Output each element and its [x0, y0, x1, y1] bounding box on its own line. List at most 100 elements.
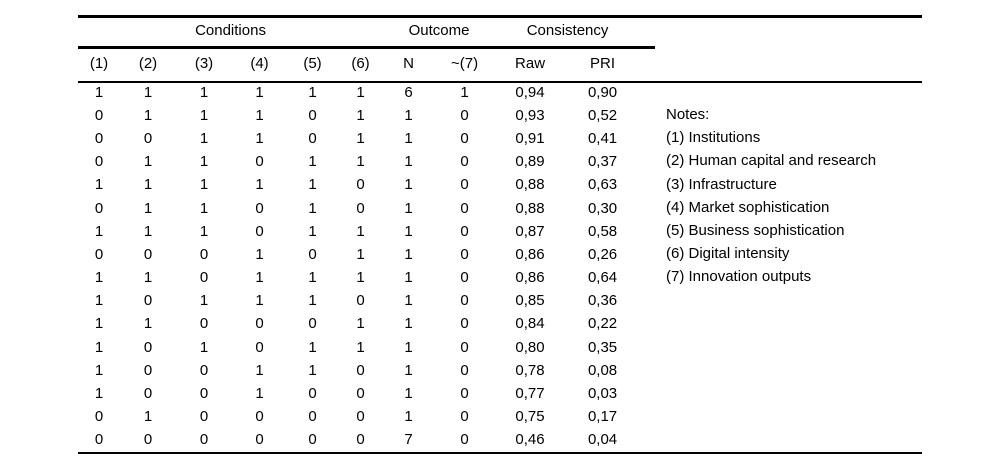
table-cell: 1	[404, 292, 413, 310]
table-cell: 1	[94, 385, 104, 403]
table-cell: 1	[255, 106, 264, 124]
table-cell: 0	[460, 338, 469, 356]
table-bottom-rule	[78, 452, 922, 454]
table-cell: 1	[143, 176, 153, 194]
table-cell: 0	[255, 408, 264, 426]
table-cell: 0	[460, 129, 469, 147]
table-row: 1 1 1 1 1 0 1 0 0,88 0,63	[78, 173, 640, 196]
table-cell: 0,26	[587, 245, 618, 263]
table-cell: 1	[94, 269, 104, 287]
table-cell: 0	[356, 292, 365, 310]
table-cell: 0,17	[587, 408, 618, 426]
table-cell: 1	[199, 199, 209, 217]
table-cell: 0	[460, 315, 469, 333]
column-header-2: (2)	[138, 54, 158, 72]
table-cell: 0	[143, 129, 153, 147]
table-cell: 1	[404, 222, 413, 240]
table-cell: 0,89	[515, 153, 545, 171]
table-cell: 1	[143, 222, 153, 240]
table-cell: 0	[255, 199, 264, 217]
table-cell: 0,86	[515, 269, 545, 287]
note-item: (3) Infrastructure	[666, 175, 777, 193]
table-cell: 0	[308, 385, 317, 403]
column-header-row: (1) (2) (3) (4) (5) (6) N ~(7) Raw PRI	[78, 46, 640, 81]
table-cell: 1	[308, 83, 317, 101]
truth-table: Conditions Outcome Consistency (1) (2) (3)…	[78, 15, 640, 452]
table-cell: 1	[255, 245, 264, 263]
table-cell: 0	[143, 431, 153, 449]
table-cell: 0	[460, 292, 469, 310]
table-cell: 1	[199, 338, 209, 356]
table-cell: 0	[356, 176, 365, 194]
table-cell: 0,88	[515, 199, 545, 217]
table-cell: 1	[199, 222, 209, 240]
table-cell: 0	[356, 431, 365, 449]
table-cell: 0,58	[587, 222, 618, 240]
table-row: 1 0 1 1 1 0 1 0 0,85 0,36	[78, 289, 640, 312]
table-cell: 1	[404, 361, 413, 379]
table-cell: 1	[255, 385, 264, 403]
table-row: 1 1 1 0 1 1 1 0 0,87 0,58	[78, 220, 640, 243]
group-header-row: Conditions Outcome Consistency	[78, 15, 640, 46]
table-cell: 1	[94, 222, 104, 240]
note-item: (7) Innovation outputs	[666, 268, 812, 286]
table-cell: 0	[460, 106, 469, 124]
table-cell: 0	[199, 361, 209, 379]
table-cell: 0	[460, 245, 469, 263]
table-cell: 0,78	[515, 361, 545, 379]
table-cell: 1	[199, 129, 209, 147]
note-item: (6) Digital intensity	[666, 245, 790, 263]
column-header-3: (3)	[194, 54, 214, 72]
table-cell: 1	[356, 269, 365, 287]
table-cell: 0,04	[587, 431, 618, 449]
table-cell: 1	[356, 245, 365, 263]
table-cell: 0	[255, 153, 264, 171]
table-cell: 1	[143, 408, 153, 426]
table-cell: 0	[356, 199, 365, 217]
table-row: 0 1 1 0 1 1 1 0 0,89 0,37	[78, 150, 640, 173]
table-cell: 1	[199, 83, 209, 101]
table-cell: 1	[404, 408, 413, 426]
column-header-7: N	[403, 54, 414, 72]
note-item: (4) Market sophistication	[666, 198, 830, 216]
table-row: 1 1 0 0 0 1 1 0 0,84 0,22	[78, 312, 640, 335]
table-cell: 0,22	[587, 315, 618, 333]
table-cell: 1	[143, 106, 153, 124]
table-row: 1 0 1 0 1 1 1 0 0,80 0,35	[78, 336, 640, 359]
table-cell: 1	[143, 315, 153, 333]
table-cell: 1	[199, 106, 209, 124]
column-header-9: Raw	[515, 54, 546, 72]
table-cell: 0	[356, 408, 365, 426]
table-cell: 1	[143, 199, 153, 217]
table-row: 0 0 0 0 0 0 7 0 0,46 0,04	[78, 428, 640, 451]
table-cell: 1	[460, 83, 469, 101]
table-cell: 0,37	[587, 153, 618, 171]
table-cell: 1	[404, 106, 413, 124]
table-cell: 0	[94, 431, 104, 449]
column-header-5: (5)	[303, 54, 322, 72]
table-cell: 0	[308, 129, 317, 147]
note-item: (5) Business sophistication	[666, 222, 845, 240]
table-cell: 1	[308, 338, 317, 356]
table-cell: 0	[143, 361, 153, 379]
table-cell: 1	[255, 361, 264, 379]
note-item: (1) Institutions	[666, 129, 761, 147]
table-cell: 1	[143, 269, 153, 287]
table-cell: 0	[94, 245, 104, 263]
table-cell: 0	[94, 408, 104, 426]
table-cell: 1	[356, 315, 365, 333]
table-cell: 0,80	[515, 338, 545, 356]
table-cell: 0,90	[587, 83, 618, 101]
table-cell: 0	[199, 315, 209, 333]
table-cell: 1	[356, 222, 365, 240]
notes-list: (1) Institutions (2) Human capital and re…	[666, 126, 876, 288]
table-cell: 1	[255, 83, 264, 101]
table-cell: 0	[460, 176, 469, 194]
table-cell: 1	[308, 222, 317, 240]
table-cell: 0	[308, 245, 317, 263]
table-cell: 1	[94, 315, 104, 333]
table-cell: 1	[356, 129, 365, 147]
table-cell: 0	[460, 222, 469, 240]
table-cell: 1	[94, 338, 104, 356]
